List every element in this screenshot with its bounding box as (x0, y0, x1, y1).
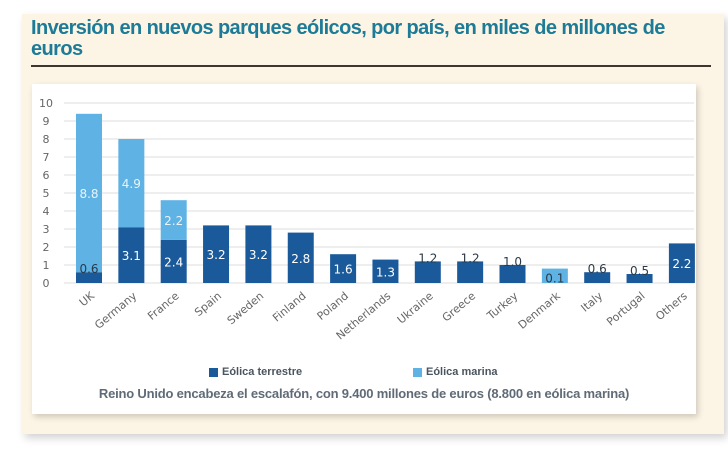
data-label-terrestre: 3.1 (122, 249, 141, 263)
bar-segment-terrestre (330, 254, 357, 283)
x-tick-label: Sweden (225, 289, 267, 327)
y-tick-label: 9 (43, 115, 50, 128)
chart-caption: Reino Unido encabeza el escalafón, con 9… (98, 386, 630, 401)
x-tick-label: Ukraine (395, 289, 436, 326)
data-label-terrestre: 3.2 (249, 248, 268, 262)
infographic-panel: Inversión en nuevos parques eólicos, por… (22, 14, 724, 434)
y-tick-label: 1 (43, 259, 50, 272)
data-label-terrestre: 1.6 (334, 263, 353, 277)
y-tick-label: 4 (43, 205, 50, 218)
x-tick-label: Greece (440, 289, 479, 324)
chart-title: Inversión en nuevos parques eólicos, por… (31, 17, 665, 60)
x-tick-label: Denmark (516, 289, 564, 332)
bar-segment-terrestre (160, 239, 187, 283)
legend-label-terrestre: Eólica terrestre (222, 366, 303, 378)
bar-segment-terrestre (626, 274, 653, 283)
bar-segment-terrestre (76, 272, 102, 283)
bar-segment-marina (160, 200, 187, 240)
data-label-marina: 2.2 (164, 214, 183, 228)
bar-segment-terrestre (457, 261, 484, 283)
data-label-terrestre: 1.3 (376, 265, 395, 279)
x-tick-label: Poland (315, 289, 351, 323)
y-tick-label: 10 (39, 97, 53, 110)
bar-segment-terrestre (499, 265, 526, 283)
y-tick-label: 8 (43, 133, 50, 146)
bar-segment-terrestre (118, 227, 145, 283)
bar-chart: 0 1 2 3 4 5 6 7 8 9 10 0.6 8.8 UK 3.1 4.9 Germany 2.4 2.2 F… (39, 97, 695, 342)
data-label-terrestre: 0.6 (79, 262, 98, 276)
legend-item-marina: Eólica marina (413, 366, 498, 378)
legend-swatch-marina (413, 367, 422, 377)
bar-segment-marina (76, 113, 102, 273)
x-tick-label: Germany (92, 289, 139, 332)
y-tick-label: 6 (43, 169, 50, 182)
data-label-terrestre: 2.4 (164, 255, 183, 269)
chart-card: 0 1 2 3 4 5 6 7 8 9 10 0.6 8.8 UK 3.1 4.9 Germany 2.4 2.2 F… (32, 84, 696, 414)
bar-segment-terrestre (203, 225, 230, 283)
x-tick-label: Italy (578, 289, 605, 315)
bar-segment-terrestre (584, 272, 611, 283)
x-tick-label: Others (653, 289, 690, 323)
legend-swatch-terrestre (209, 367, 218, 377)
x-tick-label: Portugal (604, 289, 647, 328)
data-label-terrestre: 0.1 (545, 272, 564, 286)
legend-item-terrestre: Eólica terrestre (209, 366, 302, 378)
bar-segment-terrestre (287, 232, 314, 283)
bar-segment-marina (541, 268, 568, 283)
bar-segment-terrestre (245, 225, 272, 283)
y-tick-label: 0 (43, 277, 50, 290)
data-label-terrestre: 1.2 (418, 251, 437, 265)
y-tick-label: 3 (43, 223, 50, 236)
x-tick-label: UK (77, 289, 98, 309)
y-tick-label: 7 (43, 151, 50, 164)
data-label-terrestre: 0.6 (588, 262, 607, 276)
data-label-marina: 4.9 (122, 177, 141, 191)
legend-label-marina: Eólica marina (426, 366, 498, 378)
data-label-terrestre: 0.5 (630, 264, 649, 278)
data-label-terrestre: 2.8 (291, 252, 310, 266)
bar-segment-terrestre (414, 261, 441, 283)
bar-segment-terrestre (668, 243, 695, 283)
y-tick-label: 2 (43, 241, 50, 254)
x-tick-label: Spain (192, 289, 224, 319)
y-tick-label: 5 (43, 187, 50, 200)
x-tick-label: Finland (270, 289, 308, 324)
data-label-terrestre: 2.2 (672, 257, 691, 271)
title-divider (31, 65, 711, 67)
data-label-marina: 8.8 (79, 187, 98, 201)
data-label-terrestre: 3.2 (207, 248, 226, 262)
x-tick-label: France (145, 289, 182, 323)
data-label-terrestre: 1.2 (461, 251, 480, 265)
data-label-terrestre: 1.0 (503, 255, 522, 269)
x-tick-label: Turkey (484, 289, 521, 323)
bar-segment-marina (118, 139, 145, 228)
bar-segment-terrestre (372, 259, 399, 283)
